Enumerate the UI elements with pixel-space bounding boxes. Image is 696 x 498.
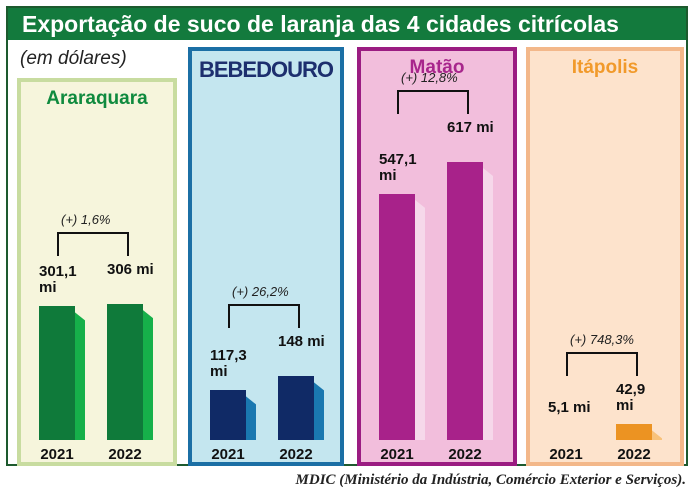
year-label: 2022 (617, 446, 651, 463)
value-label: 301,1 mi (39, 263, 77, 297)
bracket (57, 232, 129, 257)
bar (447, 161, 483, 440)
value-label: 547,1 mi (379, 150, 417, 184)
bracket (566, 352, 638, 377)
panel-title: Araraquara (46, 88, 148, 109)
year-label: 2021 (549, 446, 583, 463)
year-label: 2021 (211, 446, 245, 463)
bracket (397, 89, 469, 114)
bracket (228, 304, 300, 329)
value-label: 5,1 mi (548, 398, 591, 416)
title: Exportação de suco de laranja das 4 cida… (8, 8, 686, 40)
bar-side (75, 312, 85, 440)
frame (6, 6, 688, 466)
panel: Araraquara 301,1 mi 2021 306 mi 2022 (+) 1,6% (17, 78, 177, 466)
bar (210, 390, 246, 440)
bar (379, 193, 415, 440)
panel: Itápolis 5,1 mi 2021 42,9 mi 2022 (+) 748,3% (526, 47, 684, 466)
panel-title: BEBEDOURO (198, 57, 334, 82)
unit-note: (em dólares) (20, 48, 127, 69)
year-label: 2021 (380, 446, 414, 463)
year-label: 2022 (108, 446, 142, 463)
panel: BEBEDOURO 117,3 mi 2021 148 mi 2022 (+) 26,2% (188, 47, 344, 466)
year-label: 2022 (279, 446, 313, 463)
bar-side (483, 167, 493, 440)
bar (616, 424, 652, 440)
bar-side (415, 199, 425, 440)
panel-title: Itápolis (571, 57, 639, 78)
change-label: (+) 748,3% (570, 332, 634, 348)
value-label: 42,9 mi (616, 381, 646, 415)
bar (39, 306, 75, 440)
bar-side (314, 382, 324, 440)
change-label: (+) 12,8% (401, 69, 458, 85)
bar-side (143, 310, 153, 440)
value-label: 306 mi (107, 261, 154, 279)
panel: Matão 547,1 mi 2021 617 mi 2022 (+) 12,8% (357, 47, 517, 466)
value-label: 117,3 mi (210, 347, 247, 381)
change-label: (+) 26,2% (232, 284, 289, 300)
bar-side (652, 430, 662, 440)
year-label: 2022 (448, 446, 482, 463)
year-label: 2021 (40, 446, 74, 463)
bar-side (246, 396, 256, 440)
value-label: 148 mi (278, 333, 325, 351)
bar (278, 376, 314, 440)
change-label: (+) 1,6% (61, 212, 111, 228)
panel-title: Matão (409, 57, 465, 78)
value-label: 617 mi (447, 118, 494, 136)
source: MDIC (Ministério da Indústria, Comércio … (295, 472, 686, 488)
bar (107, 304, 143, 440)
